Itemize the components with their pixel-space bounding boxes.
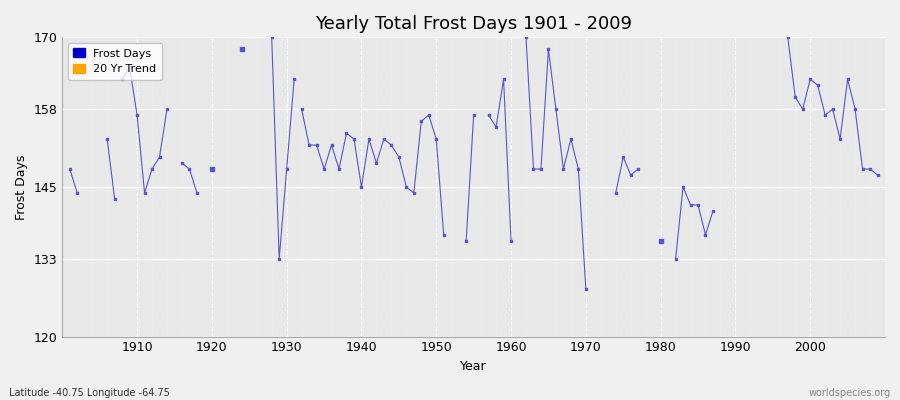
Text: worldspecies.org: worldspecies.org — [809, 388, 891, 398]
Legend: Frost Days, 20 Yr Trend: Frost Days, 20 Yr Trend — [68, 43, 162, 80]
Text: Latitude -40.75 Longitude -64.75: Latitude -40.75 Longitude -64.75 — [9, 388, 170, 398]
X-axis label: Year: Year — [460, 360, 487, 373]
Y-axis label: Frost Days: Frost Days — [15, 154, 28, 220]
Title: Yearly Total Frost Days 1901 - 2009: Yearly Total Frost Days 1901 - 2009 — [315, 15, 632, 33]
